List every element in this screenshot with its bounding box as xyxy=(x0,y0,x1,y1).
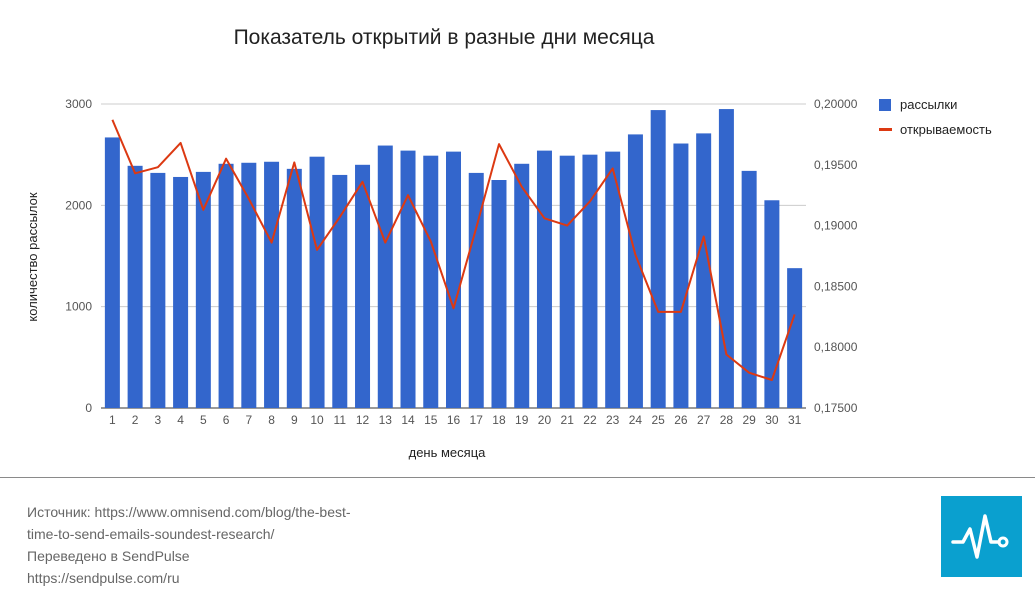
bar xyxy=(150,172,166,408)
bar-series xyxy=(104,109,803,409)
x-tick-label: 8 xyxy=(268,413,275,427)
y2-tick-label: 0,17500 xyxy=(814,401,858,415)
x-tick-label: 20 xyxy=(538,413,552,427)
chart-title: Показатель открытий в разные дни месяца xyxy=(234,26,655,49)
bar xyxy=(536,150,552,408)
y2-tick-label: 0,18500 xyxy=(814,279,858,293)
y-axis-label: количество рассылок xyxy=(25,192,40,321)
bar xyxy=(332,174,348,408)
bar xyxy=(355,164,371,408)
x-tick-label: 9 xyxy=(291,413,298,427)
x-tick-label: 5 xyxy=(200,413,207,427)
x-tick-label: 11 xyxy=(334,413,347,427)
x-tick-label: 14 xyxy=(401,413,415,427)
bar xyxy=(718,109,734,409)
bar xyxy=(264,161,280,408)
x-tick-label: 13 xyxy=(379,413,393,427)
legend: рассылки открываемость xyxy=(879,97,992,137)
x-tick-label: 29 xyxy=(742,413,756,427)
pulse-icon xyxy=(951,514,1009,559)
source-line: https://sendpulse.com/ru xyxy=(27,570,180,586)
y2-tick-label: 0,18000 xyxy=(814,340,858,354)
bar xyxy=(559,155,575,408)
line-series xyxy=(111,119,796,381)
bar xyxy=(650,110,666,408)
bar xyxy=(309,156,325,408)
series-line xyxy=(111,119,796,381)
x-tick-label: 25 xyxy=(651,413,665,427)
bar xyxy=(491,180,507,408)
source-note: Источник: https://www.omnisend.com/blog/… xyxy=(27,501,587,589)
bar xyxy=(468,172,484,408)
legend-label-bars: рассылки xyxy=(900,97,957,112)
bar xyxy=(286,168,302,408)
legend-swatch-line xyxy=(879,128,892,131)
x-tick-label: 28 xyxy=(720,413,734,427)
bar xyxy=(400,150,416,408)
bar xyxy=(673,143,689,408)
bar xyxy=(627,134,643,408)
x-tick-label: 22 xyxy=(583,413,597,427)
x-tick-label: 18 xyxy=(492,413,506,427)
y-tick-label: 2000 xyxy=(65,198,92,212)
x-tick-label: 24 xyxy=(629,413,643,427)
x-tick-label: 31 xyxy=(788,413,802,427)
y2-tick-label: 0,19500 xyxy=(814,158,858,172)
x-tick-label: 16 xyxy=(447,413,461,427)
y2-tick-label: 0,20000 xyxy=(814,97,858,111)
bar xyxy=(741,170,757,408)
bar xyxy=(423,155,439,408)
bar xyxy=(127,165,143,408)
legend-swatch-bars xyxy=(879,99,891,111)
left-axis-ticks: 0 1000 2000 3000 xyxy=(65,97,92,415)
x-axis-label: день месяца xyxy=(409,445,487,460)
x-tick-label: 19 xyxy=(515,413,529,427)
x-tick-label: 27 xyxy=(697,413,711,427)
x-tick-label: 1 xyxy=(109,413,116,427)
x-tick-label: 2 xyxy=(132,413,139,427)
footer-divider xyxy=(0,477,1035,478)
y-tick-label: 1000 xyxy=(65,300,92,314)
bar xyxy=(446,151,461,409)
x-tick-label: 3 xyxy=(155,413,162,427)
source-line: Источник: https://www.omnisend.com/blog/… xyxy=(27,504,351,520)
sendpulse-logo-icon xyxy=(941,496,1022,577)
x-tick-label: 10 xyxy=(310,413,324,427)
x-tick-label: 4 xyxy=(177,413,184,427)
right-axis-ticks: 0,17500 0,18000 0,18500 0,19000 0,19500 0,200… xyxy=(814,97,858,415)
bar xyxy=(218,163,234,408)
x-tick-label: 15 xyxy=(424,413,438,427)
x-tick-label: 7 xyxy=(245,413,252,427)
source-line: Переведено в SendPulse xyxy=(27,548,190,564)
x-tick-label: 30 xyxy=(765,413,779,427)
bar xyxy=(514,163,530,408)
bar xyxy=(764,200,780,408)
bar xyxy=(696,133,712,409)
x-tick-label: 26 xyxy=(674,413,688,427)
x-axis-ticks: 1 2 3 4 5 6 7 8 9 10 11 12 13 14 15 16 17 18 19 20 21 22 23 24 2… xyxy=(109,413,802,427)
y-tick-label: 3000 xyxy=(65,97,92,111)
x-tick-label: 17 xyxy=(470,413,484,427)
bar xyxy=(582,154,598,408)
x-tick-label: 21 xyxy=(561,413,575,427)
x-tick-label: 23 xyxy=(606,413,620,427)
bar xyxy=(195,171,211,408)
bar xyxy=(104,137,120,408)
bar xyxy=(173,176,189,408)
bar xyxy=(787,268,803,408)
x-tick-label: 6 xyxy=(223,413,230,427)
bar xyxy=(377,145,393,408)
bar xyxy=(605,151,621,409)
legend-label-line: открываемость xyxy=(900,122,992,137)
chart: Показатель открытий в разные дни месяца … xyxy=(25,26,992,460)
y-tick-label: 0 xyxy=(85,401,92,415)
source-line: time-to-send-emails-soundest-research/ xyxy=(27,526,275,542)
y2-tick-label: 0,19000 xyxy=(814,219,858,233)
bar xyxy=(241,162,257,408)
x-tick-label: 12 xyxy=(356,413,370,427)
